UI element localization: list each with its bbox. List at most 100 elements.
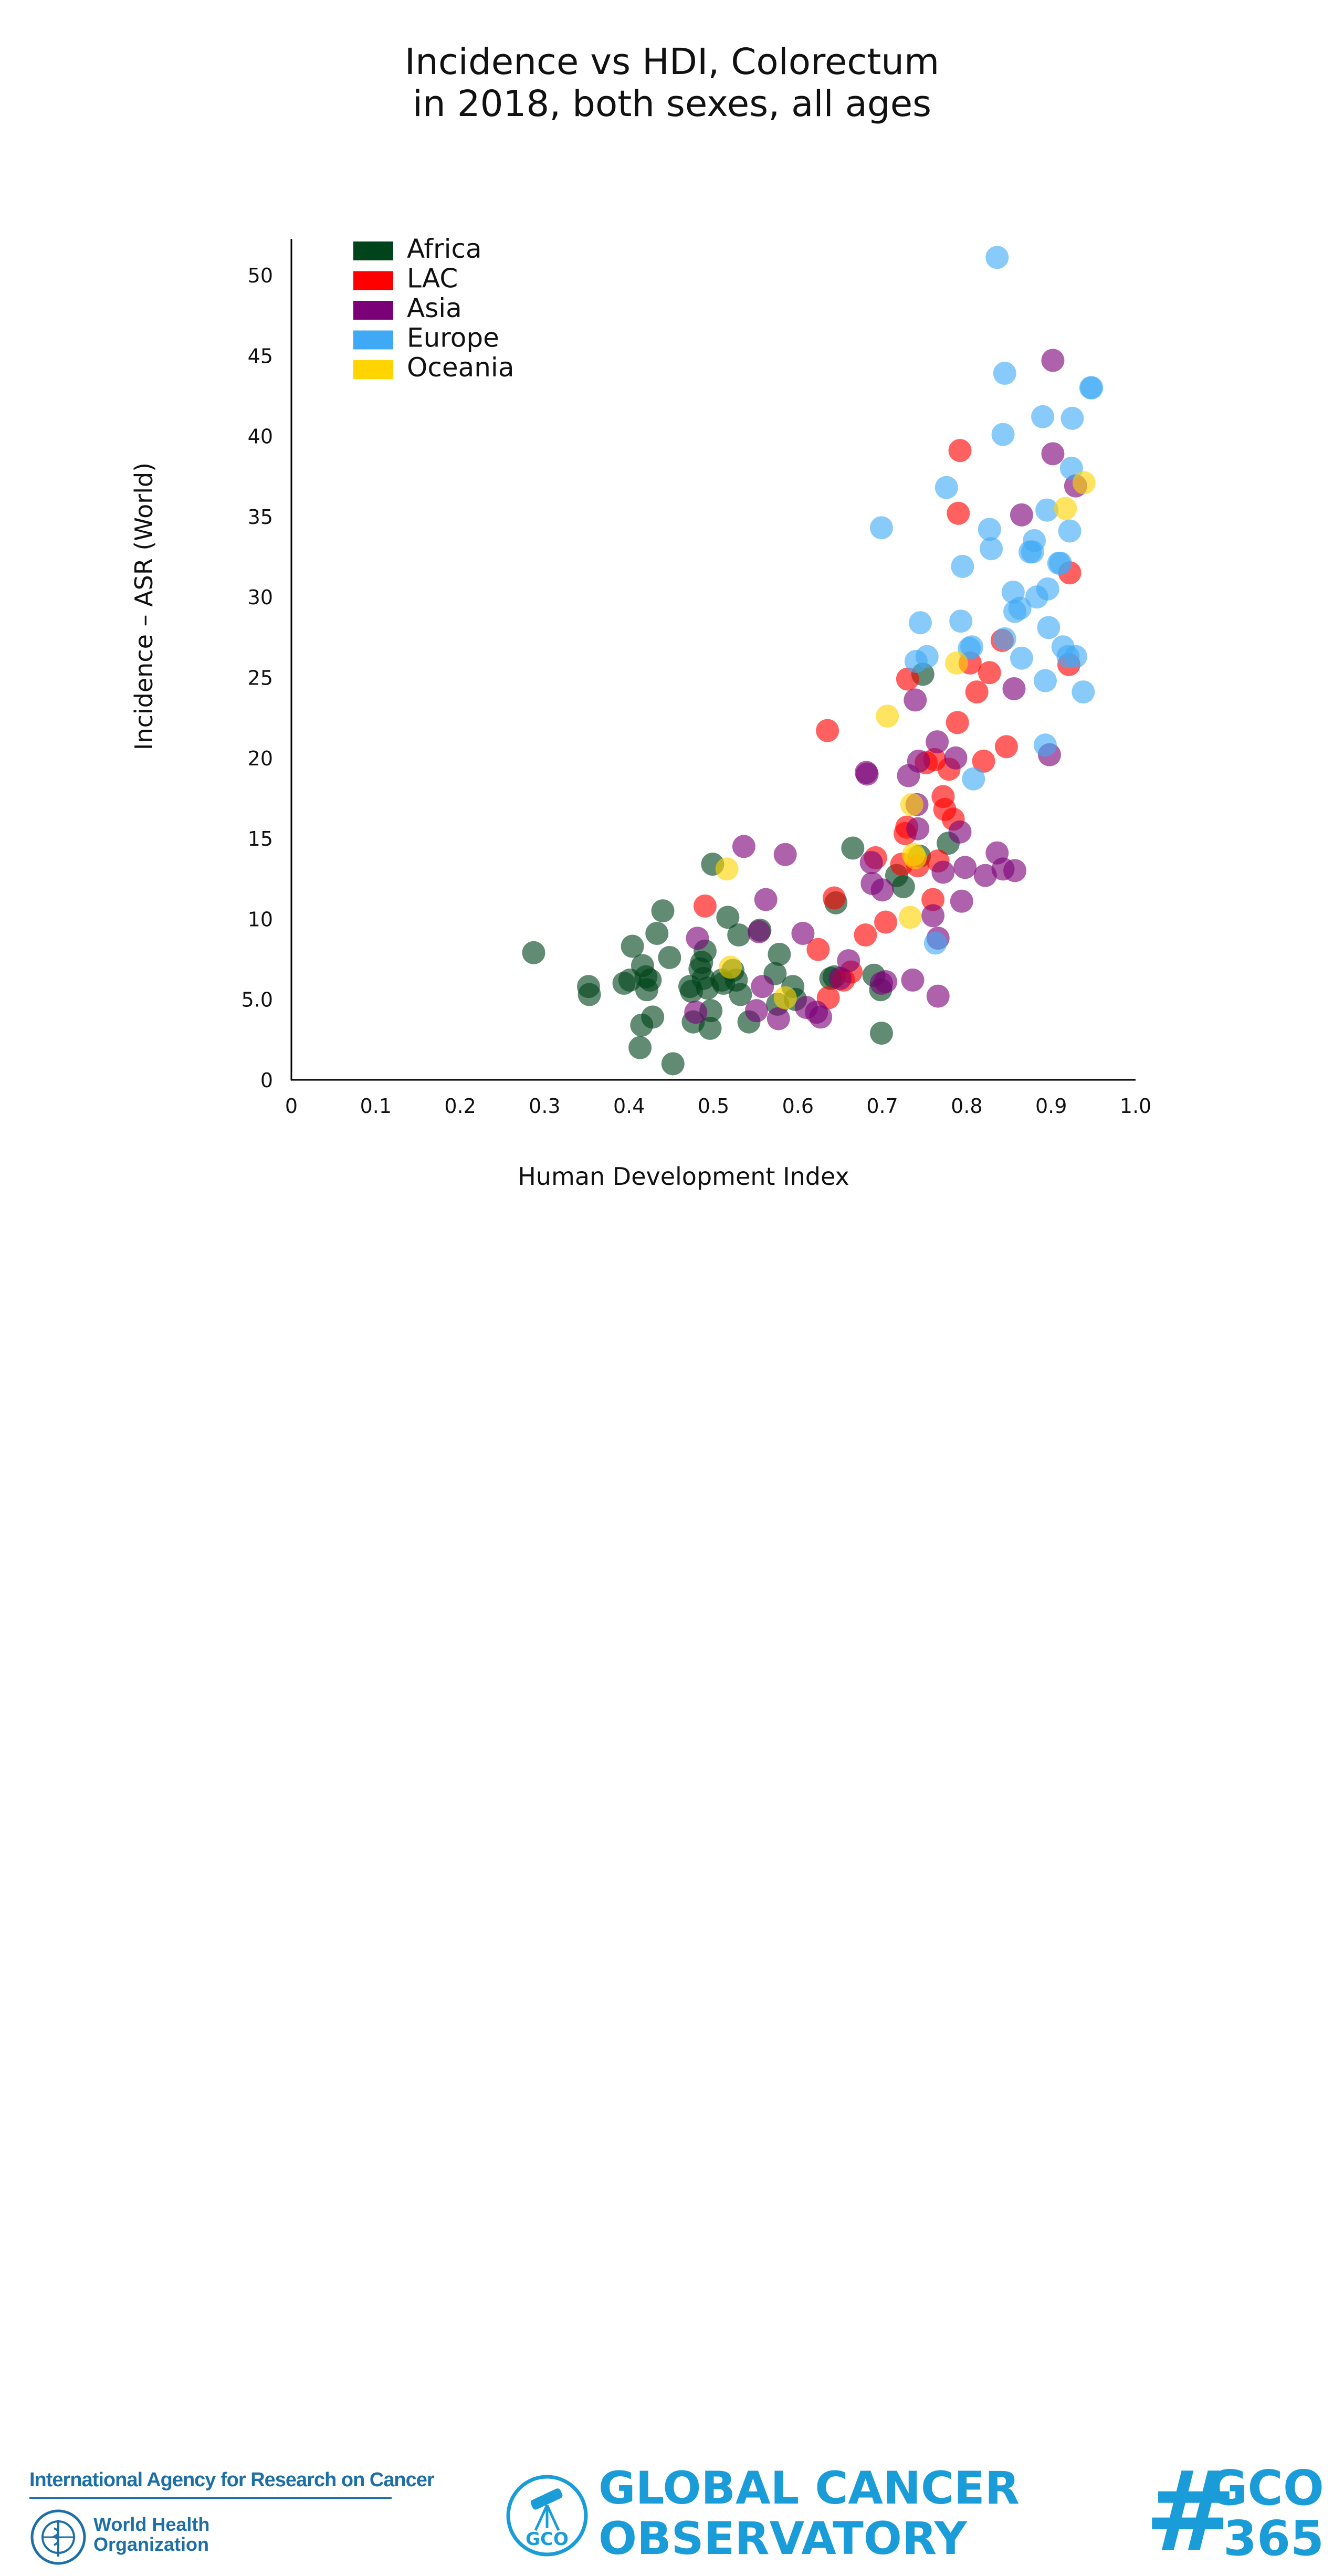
data-point [869, 516, 893, 540]
gco-wordmark-line-2: OBSERVATORY [598, 2512, 967, 2565]
data-point [993, 627, 1016, 650]
data-point [978, 661, 1001, 685]
data-point [904, 846, 927, 869]
data-point [931, 860, 955, 884]
data-point [898, 906, 922, 929]
data-point [945, 651, 969, 675]
data-point [948, 439, 972, 462]
data-point [822, 886, 846, 910]
x-tick-label: 1.0 [1120, 1095, 1151, 1118]
data-point [934, 476, 958, 499]
hashtag-line-1: GCO [1208, 2460, 1324, 2516]
data-point [926, 730, 949, 754]
data-point [745, 999, 769, 1023]
gco-badge-text: GCO [526, 2529, 569, 2550]
hashtag-line-2: 365 [1223, 2510, 1324, 2567]
legend-label: Oceania [407, 352, 514, 383]
data-point [978, 518, 1001, 541]
hashtag-text: GCO 365 [1208, 2463, 1324, 2564]
data-point [1003, 859, 1027, 882]
data-point [950, 889, 973, 913]
data-point [980, 537, 1003, 561]
iarc-divider [29, 2497, 392, 2499]
data-point [947, 501, 970, 525]
data-point [645, 921, 669, 945]
data-point [946, 711, 969, 734]
who-emblem-icon [30, 2509, 86, 2565]
data-point [1002, 677, 1026, 700]
data-point [658, 945, 681, 969]
data-point [949, 609, 973, 633]
data-point [828, 966, 852, 990]
data-point [1008, 596, 1032, 620]
data-point [1064, 645, 1087, 668]
y-tick-label: 10 [248, 908, 273, 931]
data-point [651, 899, 675, 923]
data-point [768, 942, 791, 966]
data-point [908, 611, 932, 635]
y-tick-label: 25 [248, 667, 273, 690]
data-point [806, 938, 830, 961]
x-tick-label: 0.7 [866, 1095, 898, 1118]
data-point [859, 851, 883, 875]
data-point [751, 975, 774, 998]
data-point [965, 680, 989, 704]
data-point [923, 931, 947, 955]
data-point [1033, 669, 1057, 692]
data-point [906, 817, 930, 840]
legend-label: Asia [407, 293, 462, 323]
data-point [1035, 498, 1059, 522]
x-tick-label: 0.1 [360, 1095, 392, 1118]
data-point [904, 688, 927, 712]
gco-wordmark: GLOBAL CANCER OBSERVATORY [598, 2463, 1020, 2564]
data-point [754, 888, 778, 911]
legend-swatch [353, 301, 393, 320]
data-point [732, 835, 755, 858]
data-point [1041, 349, 1065, 372]
x-tick-labels: 0 0.1 0.2 0.3 0.4 0.5 0.6 0.7 0.8 0.9 1.0 [285, 1095, 1151, 1118]
data-point [684, 1001, 708, 1024]
gco-logo-icon: GCO [506, 2475, 588, 2557]
data-point [816, 719, 839, 742]
y-tick-labels: 0 5.0 10 15 20 25 30 35 40 45 50 [242, 264, 273, 1092]
y-tick-label: 45 [248, 344, 273, 367]
data-point [773, 843, 797, 866]
data-point [719, 955, 742, 979]
x-axis-label: Human Development Index [518, 1162, 849, 1191]
data-point [1048, 551, 1072, 575]
data-point [994, 735, 1018, 759]
data-point [869, 1022, 893, 1045]
chart-title-line-2: in 2018, both sexes, all ages [412, 83, 932, 125]
gco-wordmark-line-1: GLOBAL CANCER [598, 2462, 1020, 2515]
legend-label: LAC [407, 264, 458, 294]
y-tick-label: 40 [248, 425, 273, 448]
who-name-line-2: Organization [93, 2533, 209, 2555]
data-point [985, 246, 1009, 269]
chart-title-line-1: Incidence vs HDI, Colorectum [404, 41, 940, 83]
data-point [837, 949, 860, 973]
data-point [896, 667, 919, 691]
data-point [1033, 733, 1057, 757]
data-point [1010, 646, 1033, 670]
y-tick-label: 30 [248, 586, 273, 609]
data-point [661, 1052, 685, 1076]
data-point [921, 888, 945, 911]
data-point [960, 635, 984, 659]
y-axis-label: Incidence – ASR (World) [130, 462, 158, 750]
chart-title: Incidence vs HDI, Colorectum in 2018, bo… [0, 41, 1344, 125]
iarc-name: International Agency for Research on Can… [29, 2469, 435, 2491]
data-point [638, 968, 662, 992]
data-point [921, 904, 945, 928]
data-point [874, 970, 898, 993]
data-point [855, 762, 879, 786]
data-point [854, 923, 877, 947]
data-point [944, 746, 968, 770]
legend-label: Africa [407, 234, 482, 264]
data-point [727, 923, 751, 947]
data-point [948, 820, 972, 844]
data-point [628, 1036, 652, 1059]
series-oceania [715, 471, 1096, 1010]
data-point [870, 878, 894, 902]
data-point [907, 749, 930, 773]
